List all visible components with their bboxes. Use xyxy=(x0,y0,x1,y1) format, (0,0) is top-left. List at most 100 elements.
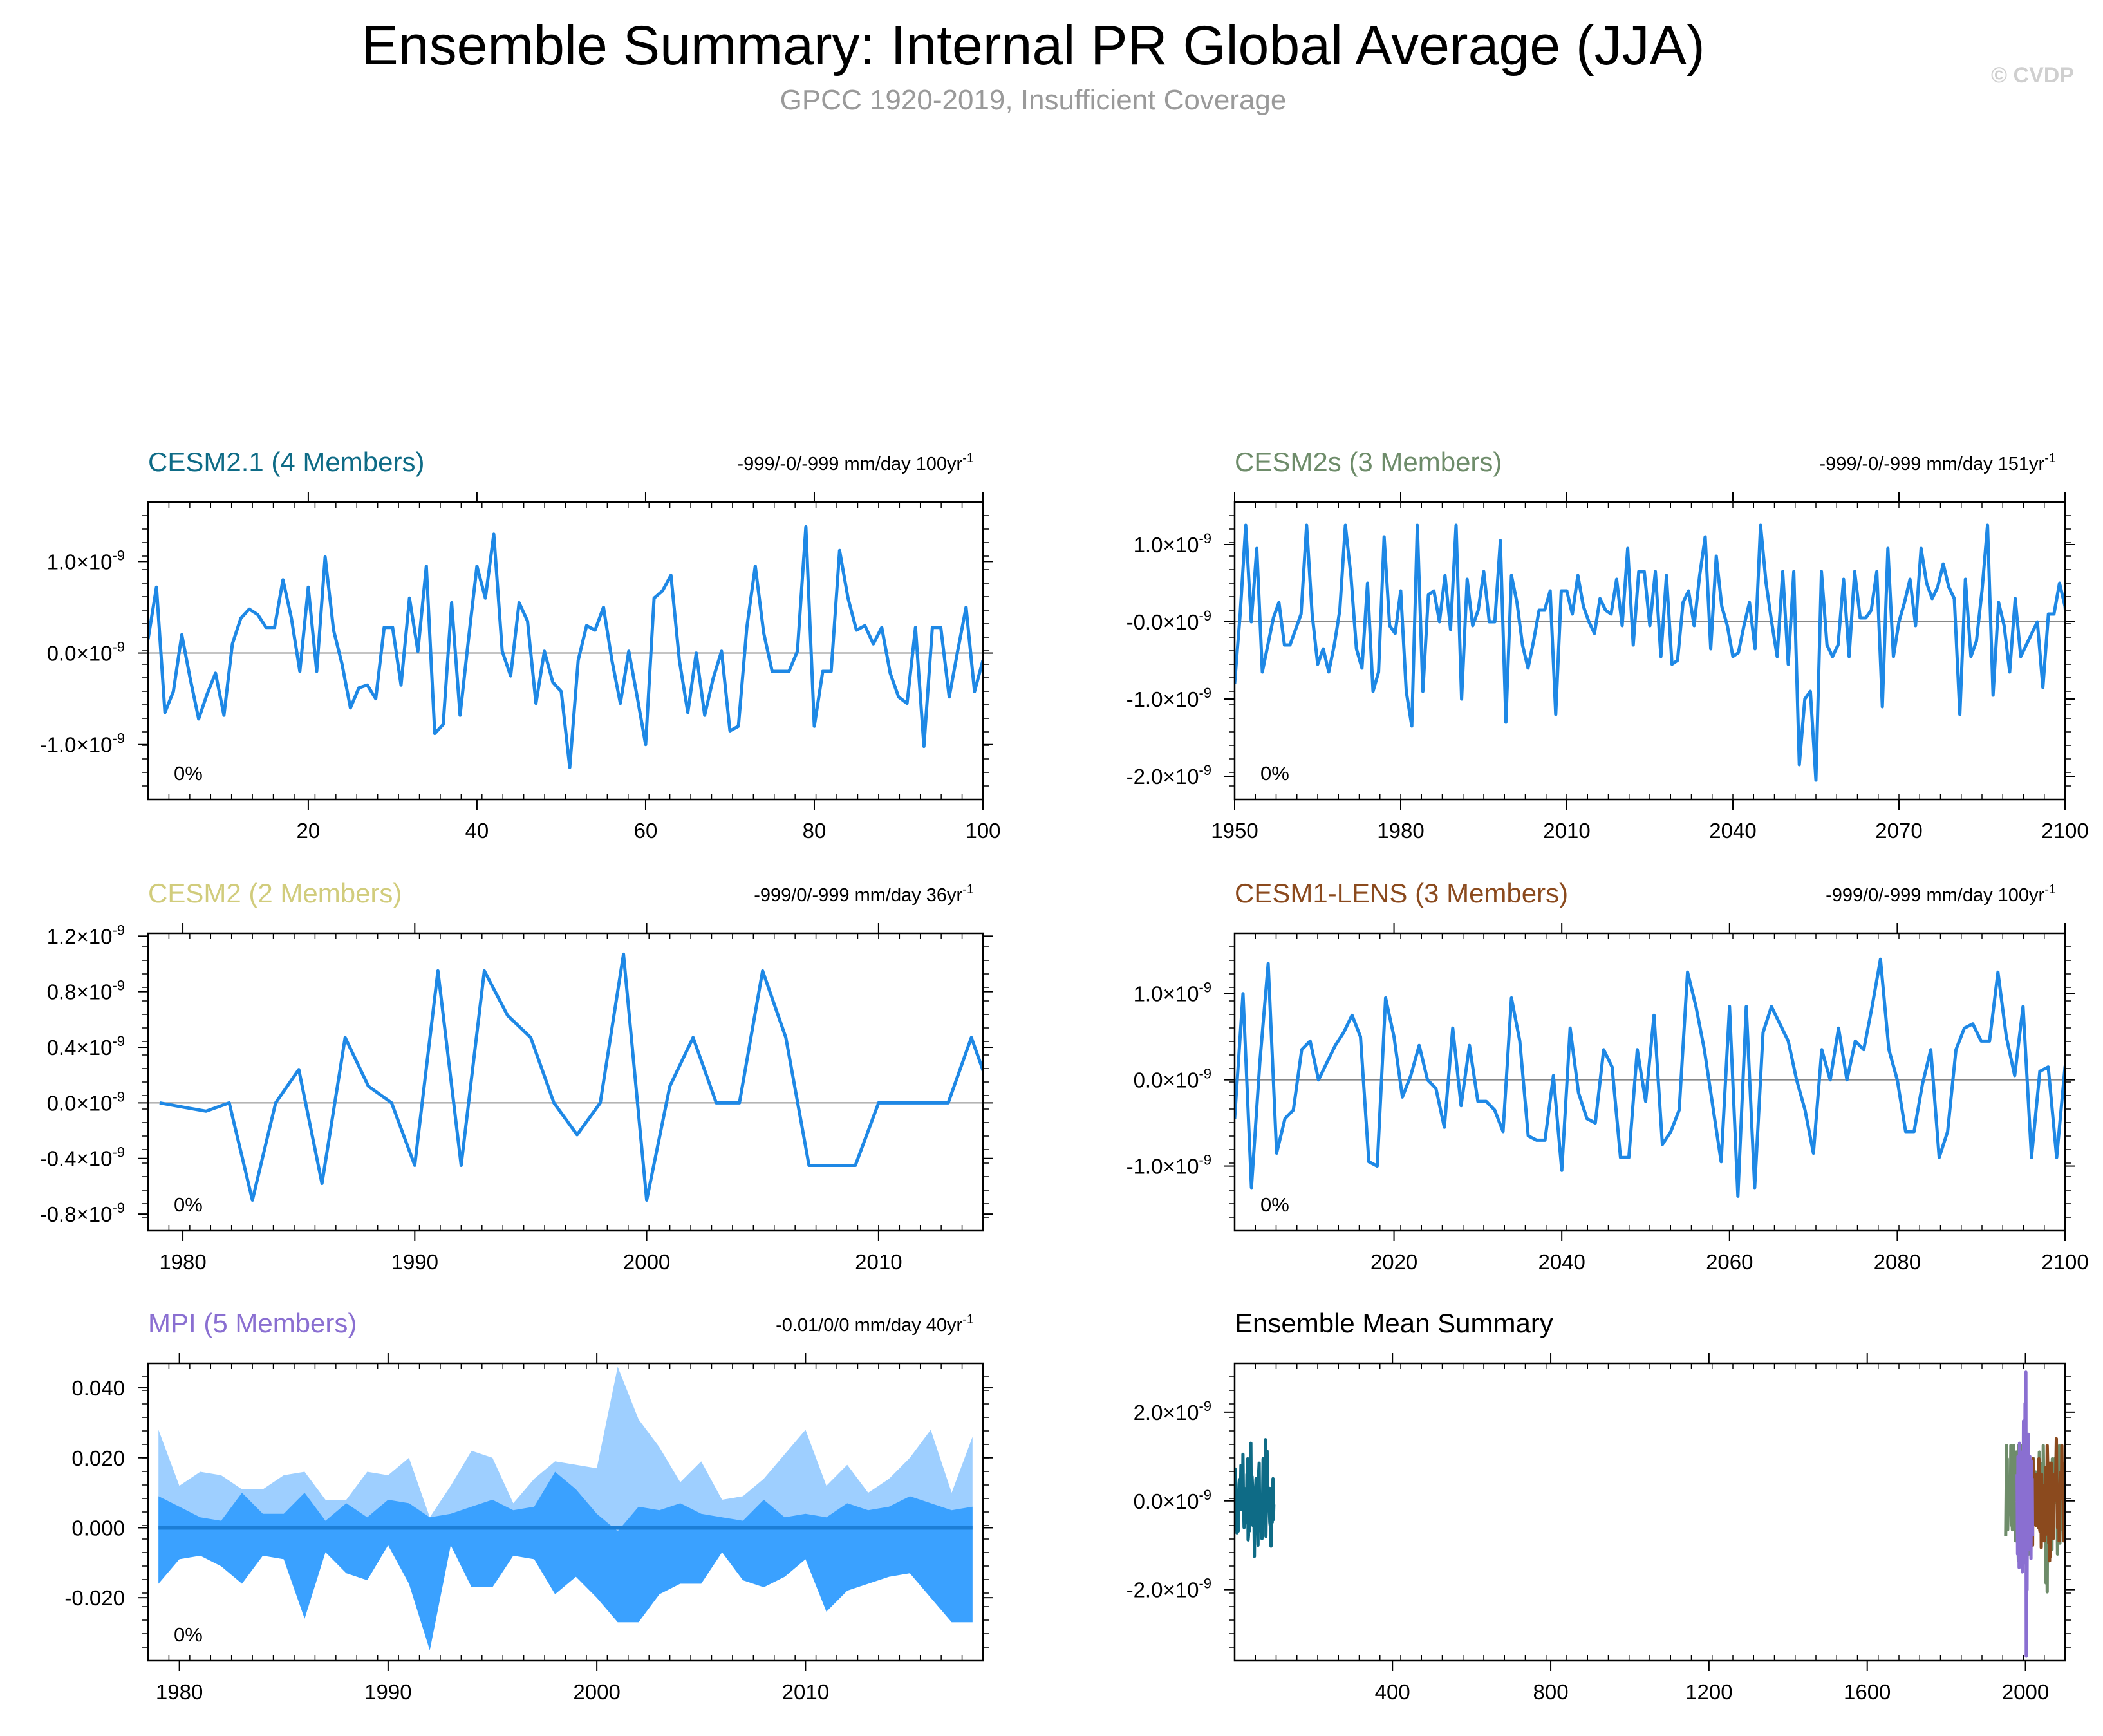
plot-area xyxy=(1235,523,2065,782)
y-tick-exponent: -9 xyxy=(1199,1398,1211,1414)
series-cesm2-1 xyxy=(1235,1438,1276,1558)
y-tick-exponent: -9 xyxy=(1199,1066,1211,1082)
x-tick-label: 2040 xyxy=(1709,819,1756,843)
y-tick-label: 0.8×10-9 xyxy=(47,978,125,1004)
x-tick-label: 80 xyxy=(803,819,827,843)
corner-label: 0% xyxy=(174,762,203,785)
x-tick-label: 2070 xyxy=(1875,819,1922,843)
x-tick-label: 1990 xyxy=(391,1250,438,1274)
x-tick-label: 2000 xyxy=(573,1680,620,1704)
panel-stats-text: -999/-0/-999 mm/day 100yr xyxy=(737,454,962,474)
y-tick-label: -0.0×10-9 xyxy=(1126,608,1211,634)
y-tick-mantissa: 1.0×10 xyxy=(1134,533,1199,557)
panel-stats-sup: -1 xyxy=(2044,882,2056,897)
y-tick-mantissa: 1.2×10 xyxy=(47,924,113,948)
y-tick-label: 0.0×10-9 xyxy=(1134,1066,1211,1092)
y-tick-mantissa: 1.0×10 xyxy=(47,550,113,574)
x-tick-label: 1980 xyxy=(156,1680,203,1704)
y-tick-label: 0.0×10-9 xyxy=(47,639,125,666)
y-tick-mantissa: -1.0×10 xyxy=(1126,687,1199,711)
y-tick-label: -2.0×10-9 xyxy=(1126,1576,1211,1602)
y-tick-mantissa: -1.0×10 xyxy=(1126,1155,1199,1179)
y-tick-exponent: -9 xyxy=(112,547,125,563)
y-tick-exponent: -9 xyxy=(1199,980,1211,996)
plot-frame xyxy=(1233,501,2066,801)
y-tick-exponent: -9 xyxy=(112,1144,125,1161)
y-tick-exponent: -9 xyxy=(112,1200,125,1216)
x-tick-label: 400 xyxy=(1375,1680,1410,1704)
y-tick-mantissa: 0.000 xyxy=(71,1516,125,1540)
panel-ensmean: Ensemble Mean Summary 400 800 1200 1600 2000 2… xyxy=(1126,1308,2075,1704)
y-tick-mantissa: -2.0×10 xyxy=(1126,1578,1199,1602)
x-tick-label: 2100 xyxy=(2041,819,2088,843)
series-line xyxy=(1235,957,2065,1198)
y-tick-exponent: -9 xyxy=(112,731,125,747)
corner-label: 0% xyxy=(1260,1193,1289,1216)
x-tick-label: 1950 xyxy=(1211,819,1258,843)
x-tick-label: 1200 xyxy=(1685,1680,1732,1704)
y-tick-exponent: -9 xyxy=(112,922,125,938)
x-tick-label: 1600 xyxy=(1844,1680,1891,1704)
plot-area xyxy=(158,1367,973,1650)
plot-frame xyxy=(147,501,984,801)
y-tick-label: 0.040 xyxy=(71,1376,125,1400)
y-tick-exponent: -9 xyxy=(1199,608,1211,624)
y-tick-label: -1.0×10-9 xyxy=(1126,1152,1211,1179)
y-tick-exponent: -9 xyxy=(1199,762,1211,778)
panel-title: CESM2s (3 Members) xyxy=(1235,447,1502,477)
y-tick-mantissa: 0.040 xyxy=(71,1376,125,1400)
panel-stats-text: -999/0/-999 mm/day 100yr xyxy=(1826,885,2044,906)
panel-stats-sup: -1 xyxy=(962,882,974,897)
y-tick-mantissa: 1.0×10 xyxy=(1134,982,1199,1006)
panel-cesm2: CESM2 (2 Members) -999/0/-999 mm/day 36yr… xyxy=(40,878,993,1274)
x-tick-label: 1990 xyxy=(364,1680,411,1704)
plot-area xyxy=(148,525,983,769)
panel-title: Ensemble Mean Summary xyxy=(1235,1308,1553,1338)
y-tick-mantissa: 0.8×10 xyxy=(47,980,113,1004)
series-line xyxy=(148,525,983,769)
x-tick-label: 2010 xyxy=(782,1680,829,1704)
y-tick-label: 0.0×10-9 xyxy=(1134,1487,1211,1513)
y-tick-exponent: -9 xyxy=(112,1033,125,1049)
corner-label: 0% xyxy=(1260,762,1289,785)
x-tick-label: 20 xyxy=(297,819,321,843)
watermark: © CVDP xyxy=(1991,63,2074,88)
y-tick-mantissa: 0.0×10 xyxy=(1134,1069,1199,1092)
corner-label: 0% xyxy=(174,1623,203,1646)
y-tick-mantissa: -0.0×10 xyxy=(1126,610,1199,634)
y-tick-mantissa: 0.0×10 xyxy=(47,642,113,666)
panel-title: CESM1-LENS (3 Members) xyxy=(1235,878,1568,908)
series-line xyxy=(1235,523,2065,782)
y-tick-label: 0.000 xyxy=(71,1516,125,1540)
y-tick-exponent: -9 xyxy=(1199,685,1211,701)
x-tick-label: 2000 xyxy=(2002,1680,2049,1704)
x-tick-label: 2010 xyxy=(1543,819,1590,843)
y-tick-mantissa: 2.0×10 xyxy=(1134,1401,1199,1424)
y-tick-mantissa: -0.8×10 xyxy=(40,1202,113,1226)
y-tick-exponent: -9 xyxy=(1199,1487,1211,1503)
panel-title: CESM2.1 (4 Members) xyxy=(148,447,424,477)
panel-stats: -999/-0/-999 mm/day 100yr-1 xyxy=(737,451,974,474)
plot-frame xyxy=(1233,1362,2066,1662)
y-tick-exponent: -9 xyxy=(112,978,125,994)
y-tick-mantissa: 0.0×10 xyxy=(1134,1489,1199,1513)
panel-cesm21: CESM2.1 (4 Members) -999/-0/-999 mm/day 1… xyxy=(40,447,1001,843)
x-tick-label: 800 xyxy=(1533,1680,1569,1704)
y-tick-mantissa: -1.0×10 xyxy=(40,733,113,757)
x-tick-label: 2020 xyxy=(1370,1250,1417,1274)
panel-stats: -999/0/-999 mm/day 100yr-1 xyxy=(1826,882,2056,906)
x-tick-label: 40 xyxy=(465,819,489,843)
plot-frame xyxy=(147,932,984,1232)
x-tick-label: 60 xyxy=(634,819,658,843)
y-tick-mantissa: -2.0×10 xyxy=(1126,765,1199,789)
y-tick-label: 1.0×10-9 xyxy=(1134,530,1211,557)
panel-title: CESM2 (2 Members) xyxy=(148,878,402,908)
panel-cesm2s: CESM2s (3 Members) -999/-0/-999 mm/day 15… xyxy=(1126,447,2089,843)
inner-band xyxy=(158,1471,973,1650)
plot-area xyxy=(148,952,983,1202)
x-tick-label: 2080 xyxy=(1874,1250,1921,1274)
page-title: Ensemble Summary: Internal PR Global Ave… xyxy=(361,15,1705,77)
x-tick-label: 2010 xyxy=(855,1250,902,1274)
y-tick-label: 2.0×10-9 xyxy=(1134,1398,1211,1424)
